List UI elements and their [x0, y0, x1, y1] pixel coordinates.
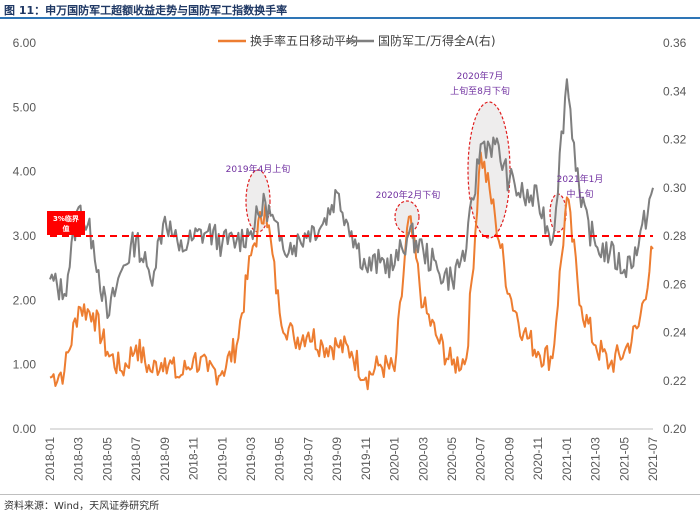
legend: 换手率五日移动平均 国防军工/万得全A(右)	[218, 33, 496, 48]
y-right-tick-label: 0.20	[663, 422, 687, 436]
x-tick-label: 2018-11	[187, 437, 201, 480]
y-left-tick-label: 6.00	[13, 36, 37, 50]
right-axis: 0.20 0.22 0.24 0.26 0.28 0.30 0.32 0.34 0.36	[663, 36, 687, 436]
title-rule	[0, 17, 700, 19]
y-right-tick-label: 0.28	[663, 229, 687, 243]
threshold-layer: 3%临界值	[47, 211, 653, 237]
x-tick-label: 2020-03	[416, 437, 430, 481]
highlight-ellipses	[245, 101, 567, 239]
x-tick-label: 2019-05	[273, 437, 287, 481]
y-left-tick-label: 1.00	[13, 358, 37, 372]
x-tick-label: 2019-03	[244, 437, 258, 481]
y-left-tick-label: 3.00	[13, 229, 37, 243]
x-tick-label: 2020-11	[531, 437, 545, 480]
left-axis: 0.00 1.00 2.00 3.00 4.00 5.00 6.00	[13, 36, 37, 436]
x-tick-label: 2020-05	[445, 437, 459, 481]
y-left-tick-label: 4.00	[13, 165, 37, 179]
x-tick-label: 2021-07	[646, 437, 660, 481]
x-axis: 2018-01 2018-03 2018-05 2018-07 2018-09 2018-…	[43, 428, 660, 481]
x-tick-label: 2019-11	[359, 437, 373, 480]
y-right-tick-label: 0.32	[663, 133, 687, 147]
series-line-ratio	[49, 78, 654, 319]
x-tick-label: 2019-07	[301, 437, 315, 481]
series-line-turnover	[49, 151, 654, 391]
x-tick-label: 2018-01	[43, 437, 57, 481]
highlight-ellipse	[467, 101, 511, 239]
y-left-tick-label: 5.00	[13, 100, 37, 114]
source-rule	[0, 494, 700, 495]
x-tick-label: 2018-05	[100, 437, 114, 481]
annotation-text: 2019年4月上旬	[226, 163, 291, 175]
x-tick-label: 2021-01	[560, 437, 574, 481]
annotation-text: 中上旬	[566, 188, 593, 200]
figure-title: 图 11：申万国防军工超额收益走势与国防军工指数换手率	[4, 4, 288, 17]
x-tick-label: 2018-03	[72, 437, 86, 481]
annotation-text: 2020年2月下旬	[376, 189, 441, 201]
annotation-text: 上旬至8月下旬	[450, 85, 510, 97]
threshold-label-box	[47, 211, 85, 235]
x-tick-label: 2021-03	[589, 437, 603, 481]
y-right-tick-label: 0.34	[663, 84, 687, 98]
x-tick-label: 2020-01	[388, 437, 402, 481]
x-tick-label: 2018-07	[129, 437, 143, 481]
y-right-tick-label: 0.30	[663, 181, 687, 195]
legend-label-turnover: 换手率五日移动平均	[250, 33, 358, 48]
y-right-tick-label: 0.24	[663, 326, 687, 340]
y-left-tick-label: 0.00	[13, 422, 37, 436]
y-right-tick-label: 0.26	[663, 277, 687, 291]
x-tick-label: 2020-09	[502, 437, 516, 481]
annotation-text: 2020年7月	[457, 70, 504, 82]
y-right-tick-label: 0.22	[663, 374, 687, 388]
y-right-tick-label: 0.36	[663, 36, 687, 50]
threshold-label-line1: 3%临界	[53, 214, 80, 223]
annotation-text: 2021年1月	[557, 173, 604, 185]
x-tick-label: 2019-09	[330, 437, 344, 481]
threshold-label-line2: 值	[63, 224, 70, 233]
y-left-tick-label: 2.00	[13, 293, 37, 307]
x-tick-label: 2019-01	[215, 437, 229, 481]
x-tick-label: 2020-07	[474, 437, 488, 481]
source-note: 资料来源：Wind，天风证券研究所	[4, 501, 160, 512]
series-layer	[49, 78, 654, 391]
x-tick-label: 2018-09	[158, 437, 172, 481]
x-tick-label: 2021-05	[617, 437, 631, 481]
chart-canvas: 0.001.002.003.004.005.006.00 0.200.220.2…	[13, 33, 687, 481]
legend-label-ratio: 国防军工/万得全A(右)	[378, 33, 496, 48]
